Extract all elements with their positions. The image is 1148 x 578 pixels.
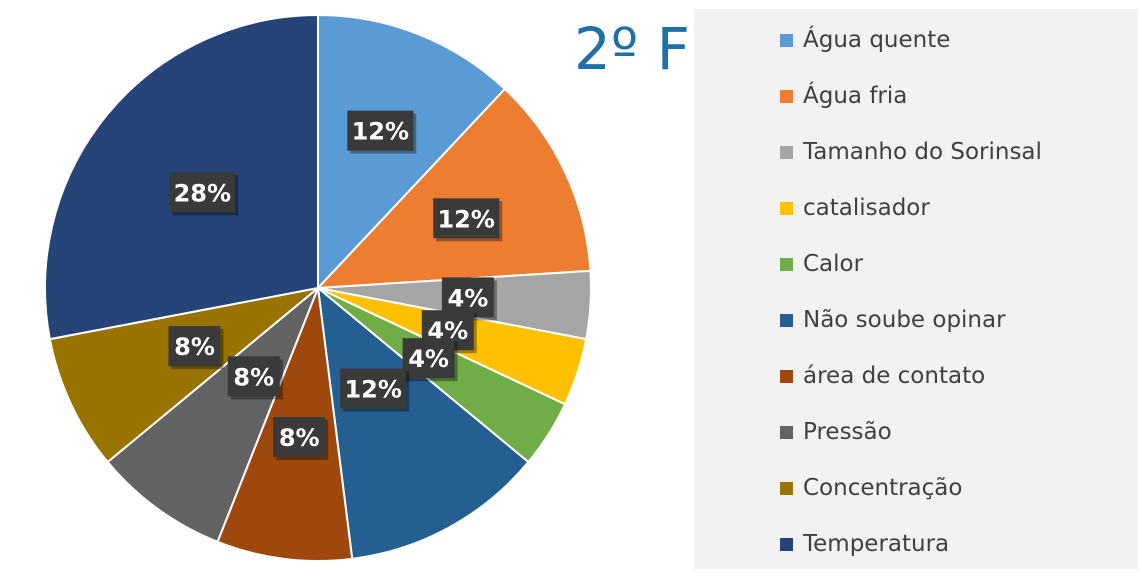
data-label-box [273, 417, 326, 457]
legend-item: Pressão [780, 418, 892, 446]
legend-item: Tamanho do Sorinsal [780, 138, 1042, 166]
data-label: 4% [402, 338, 458, 382]
data-label-text: 12% [344, 376, 401, 404]
legend-item: área de contato [780, 362, 985, 390]
legend-item: Concentração [780, 474, 962, 502]
legend-item: Temperatura [780, 530, 949, 558]
legend-label: Não soube opinar [803, 307, 1006, 333]
data-label: 12% [340, 368, 410, 412]
data-label-text: 12% [437, 205, 494, 233]
legend-swatch [780, 481, 793, 495]
legend-swatch [780, 537, 793, 551]
data-label-text: 8% [174, 333, 215, 361]
legend-item: Água quente [780, 26, 950, 54]
data-label-text: 4% [408, 345, 449, 373]
legend-label: Tamanho do Sorinsal [803, 139, 1042, 165]
legend-label: Calor [803, 251, 864, 277]
data-label-text: 4% [448, 284, 489, 312]
data-label: 28% [169, 172, 239, 216]
data-label-text: 28% [174, 179, 231, 207]
legend-label: Pressão [803, 419, 892, 445]
legend-label: Água fria [803, 83, 908, 109]
data-label-box [347, 110, 414, 151]
data-label: 8% [273, 417, 329, 460]
legend-swatch [780, 89, 793, 103]
data-label-box [402, 338, 455, 379]
data-label: 8% [227, 356, 283, 400]
legend-label: Concentração [803, 475, 963, 501]
legend-item: Não soube opinar [780, 306, 1006, 334]
legend-label: Temperatura [803, 531, 950, 557]
pie-slice [315, 87, 592, 290]
legend-swatch [780, 369, 793, 383]
data-label-box [433, 198, 500, 239]
legend-item: Calor [780, 250, 863, 278]
data-label-text: 8% [233, 363, 274, 391]
legend-swatch [780, 257, 793, 271]
data-label-box [227, 356, 280, 397]
legend-label: área de contato [803, 363, 986, 389]
data-label-box [340, 368, 407, 409]
pie-slice [317, 13, 507, 291]
legend-swatch [780, 425, 793, 439]
pie-slice [106, 287, 319, 544]
data-label-box [169, 172, 236, 213]
legend-swatch [780, 145, 793, 159]
chart-legend: Água quente Água fria Tamanho do Sorinsal c… [694, 9, 1138, 569]
pie-slice [316, 285, 530, 560]
data-label: 8% [168, 326, 224, 370]
legend-swatch [780, 33, 793, 47]
legend-item: catalisador [780, 194, 930, 222]
legend-label: Água quente [803, 27, 951, 53]
data-label: 12% [347, 110, 417, 154]
data-label-text: 8% [279, 424, 320, 452]
data-label-text: 12% [352, 118, 409, 146]
legend-swatch [780, 201, 793, 215]
legend-item: Água fria [780, 82, 907, 110]
chart-title: 2º F [574, 15, 691, 83]
legend-swatch [780, 313, 793, 327]
legend-label: catalisador [803, 195, 930, 221]
data-label-box [168, 326, 221, 367]
pie-slice [48, 287, 319, 464]
data-label: 12% [433, 198, 503, 242]
